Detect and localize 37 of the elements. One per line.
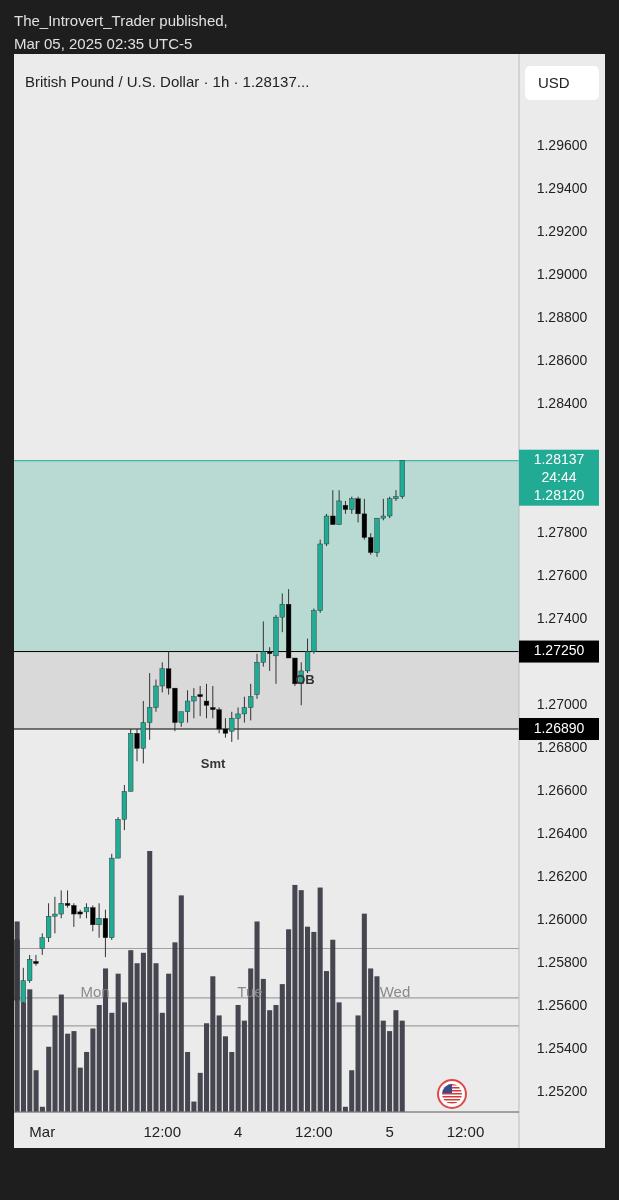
text: Mar 05, 2025 02:35 UTC-5	[14, 34, 193, 52]
text: British Pound / U.S. Dollar · 1h · 1.28137...	[25, 72, 310, 90]
ref-line-label: 1.26890	[533, 719, 585, 736]
y-tick-label: 1.27800	[536, 523, 588, 540]
text: 1.28120	[533, 487, 585, 504]
ref-line-label: 1.27250	[533, 642, 585, 659]
y-tick-label: 1.26400	[536, 825, 588, 842]
x-tick-label: Mar	[29, 1122, 56, 1140]
y-tick-label: 1.29600	[536, 136, 588, 153]
ref-line-label: 1.28137	[533, 451, 585, 468]
y-tick-label: 1.27000	[536, 696, 588, 713]
y-tick-label: 1.27400	[536, 609, 588, 626]
y-tick-label: 1.28400	[536, 394, 588, 411]
text: 24:44	[541, 469, 577, 486]
text: The_Introvert_Trader published,	[14, 11, 228, 29]
x-tick-label: 12:00	[143, 1122, 182, 1140]
y-tick-label: 1.26200	[536, 868, 588, 885]
y-tick-label: 1.29400	[536, 179, 588, 196]
x-tick-label: 12:00	[446, 1122, 485, 1140]
y-axis-title: USD	[538, 73, 570, 91]
y-tick-label: 1.28600	[536, 351, 588, 368]
x-tick-label: 5	[385, 1122, 394, 1140]
y-tick-label: 1.28800	[536, 308, 588, 325]
y-tick-label: 1.25600	[536, 997, 588, 1014]
y-tick-label: 1.27600	[536, 566, 588, 583]
y-tick-label: 1.26800	[536, 739, 588, 756]
y-tick-label: 1.26600	[536, 782, 588, 799]
annotation: Wed	[379, 982, 411, 1000]
x-tick-label: 12:00	[295, 1122, 333, 1140]
y-tick-label: 1.25800	[536, 954, 588, 971]
x-tick-label: 4	[233, 1122, 243, 1140]
annotation: Smt	[200, 756, 226, 772]
y-tick-label: 1.29000	[536, 265, 588, 282]
y-tick-label: 1.25400	[536, 1040, 588, 1057]
y-tick-label: 1.26000	[536, 911, 588, 928]
y-tick-label: 1.25200	[536, 1083, 588, 1100]
y-tick-label: 1.29200	[536, 222, 588, 239]
